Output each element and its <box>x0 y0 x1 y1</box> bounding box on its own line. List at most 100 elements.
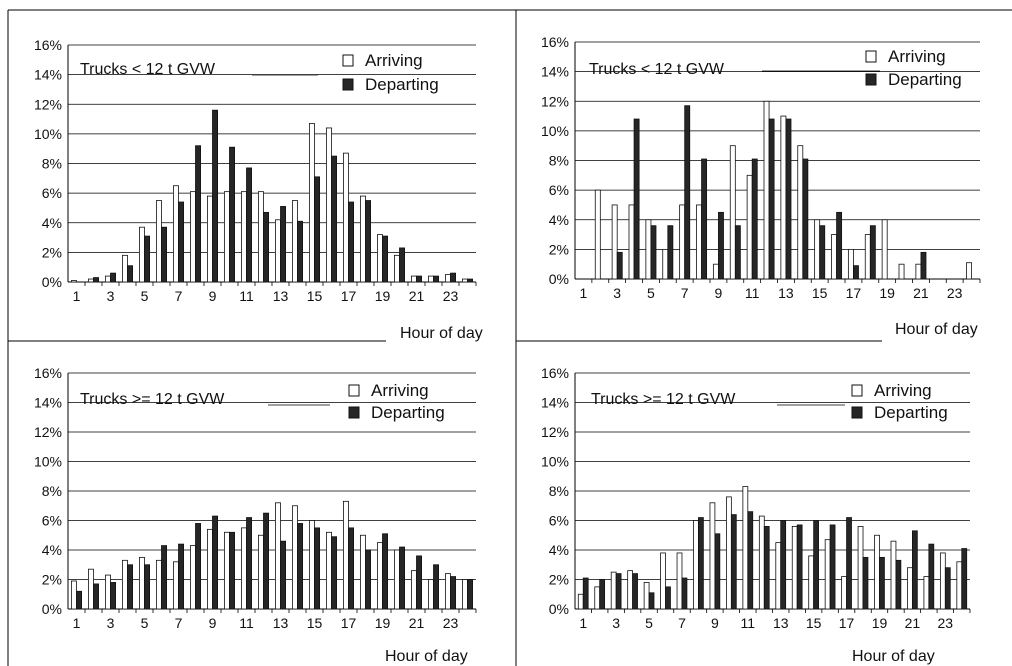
x-tick-label: 3 <box>612 615 620 631</box>
x-tick-label: 1 <box>73 615 81 631</box>
chart-panel-3: 0%2%4%6%8%10%12%14%16%1 3 5 7 9 11 13 15 17 19 21 2… <box>34 365 477 665</box>
arriving-bar <box>628 204 635 280</box>
arriving-bar <box>831 234 837 280</box>
arriving-bar <box>291 200 298 283</box>
chart-panel-4: 0%2%4%6%8%10%12%14%16%1 3 5 7 9 11 13 15 17 19 21 2… <box>541 365 971 665</box>
arriving-bar <box>325 531 332 610</box>
y-tick-label: 2% <box>42 244 62 260</box>
x-axis-label: Hour of day <box>400 325 483 342</box>
departing-bar <box>212 109 218 283</box>
arriving-bar <box>122 559 128 610</box>
arriving-bar <box>662 248 669 280</box>
arriving-bar <box>461 278 468 283</box>
arriving-bar <box>122 254 128 283</box>
departing-bar <box>813 520 819 610</box>
arriving-bar <box>359 534 366 610</box>
x-axis-label: Hour of day <box>385 648 468 665</box>
arriving-bar <box>257 534 264 610</box>
arriving-bar <box>611 204 618 280</box>
arriving-bar <box>693 520 699 610</box>
legend-departing-label: Departing <box>365 75 439 94</box>
arriving-bar <box>342 500 349 610</box>
arriving-bar <box>291 505 298 610</box>
departing-bar <box>582 577 589 610</box>
y-tick-label: 12% <box>34 424 62 440</box>
legend-departing-swatch <box>342 78 354 91</box>
departing-bar <box>297 523 303 610</box>
x-tick-label: 19 <box>375 615 391 631</box>
y-tick-label: 12% <box>541 93 569 109</box>
departing-bar <box>144 235 150 283</box>
y-tick-label: 4% <box>549 542 569 558</box>
departing-bar <box>280 206 286 283</box>
chart-title: Trucks < 12 t GVW <box>80 61 216 78</box>
x-tick-label: 19 <box>872 615 888 631</box>
x-tick-label: 15 <box>812 285 828 301</box>
chart-title: Trucks < 12 t GVW <box>589 61 725 78</box>
x-tick-label: 11 <box>741 615 756 631</box>
departing-bar <box>648 592 655 610</box>
x-tick-label: 17 <box>341 288 357 304</box>
departing-bar <box>718 211 724 280</box>
departing-bar <box>819 225 826 280</box>
departing-bar <box>348 201 354 283</box>
departing-bar <box>331 536 337 610</box>
departing-bar <box>467 278 473 283</box>
x-tick-label: 23 <box>947 285 963 301</box>
departing-bar <box>879 556 885 610</box>
departing-bar <box>768 118 775 280</box>
arriving-bar <box>206 195 213 283</box>
legend-arriving-swatch <box>851 384 863 397</box>
x-tick-label: 9 <box>209 615 217 631</box>
arriving-bar <box>223 191 230 283</box>
legend-departing-swatch <box>348 406 360 419</box>
y-tick-label: 16% <box>541 34 569 50</box>
x-tick-label: 11 <box>745 285 760 301</box>
arriving-bar <box>797 145 804 280</box>
arriving-bar <box>359 195 366 283</box>
x-tick-label: 21 <box>905 615 921 631</box>
departing-bar <box>246 517 252 610</box>
x-tick-label: 5 <box>141 288 149 304</box>
x-tick-label: 1 <box>580 285 588 301</box>
x-tick-label: 13 <box>773 615 789 631</box>
y-tick-label: 14% <box>34 67 62 83</box>
arriving-bar <box>594 586 601 610</box>
y-tick-label: 0% <box>549 271 569 287</box>
y-tick-label: 2% <box>549 241 569 257</box>
x-tick-label: 21 <box>409 615 425 631</box>
x-tick-label: 5 <box>645 615 653 631</box>
departing-bar <box>734 225 741 280</box>
departing-bar <box>297 220 303 283</box>
departing-bar <box>701 158 708 280</box>
departing-bar <box>280 540 286 610</box>
arriving-bar <box>660 552 666 610</box>
arriving-bar <box>676 552 683 610</box>
x-tick-label: 15 <box>806 615 822 631</box>
departing-bar <box>633 118 640 280</box>
arriving-bar <box>881 219 888 280</box>
arriving-bar <box>864 234 871 280</box>
arriving-bar <box>427 579 434 610</box>
y-tick-label: 8% <box>42 156 62 172</box>
arriving-bar <box>758 515 765 610</box>
legend-departing-swatch <box>851 406 863 419</box>
departing-bar <box>93 277 99 283</box>
departing-bar <box>763 526 770 610</box>
x-tick-label: 17 <box>846 285 862 301</box>
x-tick-label: 1 <box>579 615 587 631</box>
departing-bar <box>747 511 754 610</box>
x-tick-label: 7 <box>678 615 686 631</box>
departing-bar <box>796 524 803 610</box>
x-tick-label: 7 <box>175 615 183 631</box>
departing-bar <box>161 226 167 283</box>
departing-bar <box>314 176 320 283</box>
arriving-bar <box>890 540 897 610</box>
arriving-bar <box>696 204 702 280</box>
departing-bar <box>76 590 82 610</box>
y-tick-label: 8% <box>549 153 569 169</box>
arriving-bar <box>308 123 315 283</box>
departing-bar <box>450 272 456 283</box>
x-tick-label: 5 <box>647 285 655 301</box>
